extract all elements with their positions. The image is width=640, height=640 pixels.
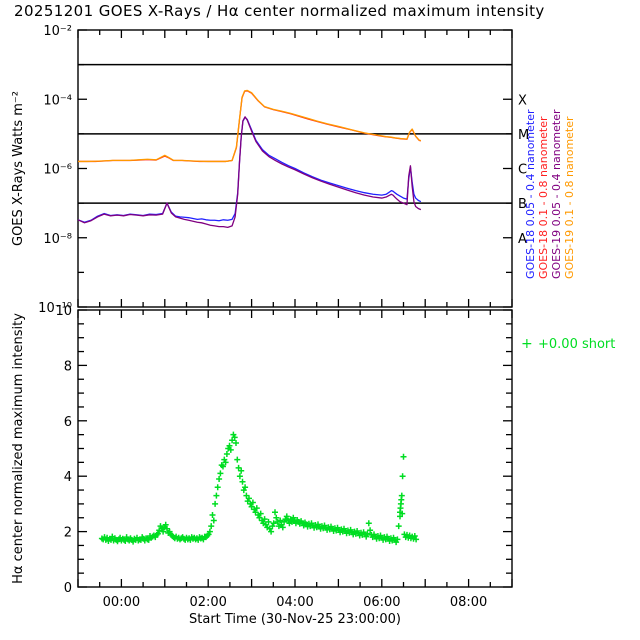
halpha-legend-label: +0.00 short: [538, 337, 615, 352]
top-ytick-label: 10⁻⁴: [43, 93, 72, 108]
bottom-ylabel: Hα center normalized maximum intensity: [11, 313, 26, 584]
halpha-legend-marker: +: [521, 336, 533, 352]
bottom-ytick-label: 0: [64, 581, 72, 596]
legend-entry-3: GOES-19 0.1 - 0.8 nanometer: [563, 116, 576, 279]
halpha-scatter-points: [98, 431, 420, 546]
flare-class-label-C: C: [518, 163, 527, 178]
flare-class-label-X: X: [518, 93, 527, 108]
xtick-label-4: 08:00: [450, 595, 487, 610]
top-ytick-label: 10⁻⁶: [43, 163, 72, 178]
xtick-label-0: 00:00: [103, 595, 140, 610]
xaxis-label: Start Time (30-Nov-25 23:00:00): [189, 612, 401, 627]
flare-class-label-M: M: [518, 128, 529, 143]
legend-entry-1: GOES-18 0.1 - 0.8 nanometer: [537, 116, 550, 279]
top-ytick-label: 10⁻⁸: [43, 232, 72, 247]
flare-class-label-B: B: [518, 197, 527, 212]
xtick-label-1: 02:00: [189, 595, 226, 610]
bottom-ytick-label: 4: [64, 470, 72, 485]
bottom-ytick-label: 8: [64, 359, 72, 374]
xtick-label-3: 06:00: [363, 595, 400, 610]
xtick-label-2: 04:00: [276, 595, 313, 610]
top-ylabel: GOES X-Rays Watts m⁻²: [11, 91, 26, 246]
flare-class-label-A: A: [518, 232, 527, 247]
legend-entry-0: GOES-18 0.05 - 0.4 nanometer: [524, 109, 537, 279]
series-line-3: [78, 89, 422, 163]
bottom-ytick-label: 10: [55, 304, 72, 319]
bottom-ytick-label: 2: [64, 526, 72, 541]
legend-entry-2: GOES-19 0.05 - 0.4 nanometer: [550, 109, 563, 279]
page-title: 20251201 GOES X-Rays / Hα center normali…: [14, 2, 545, 20]
bottom-panel-frame: [77, 309, 513, 588]
bottom-ytick-label: 6: [64, 415, 72, 430]
series-line-2: [77, 116, 422, 228]
top-ytick-label: 10⁻²: [43, 24, 72, 39]
top-ytick-label: 10⁻¹⁰: [38, 301, 72, 316]
